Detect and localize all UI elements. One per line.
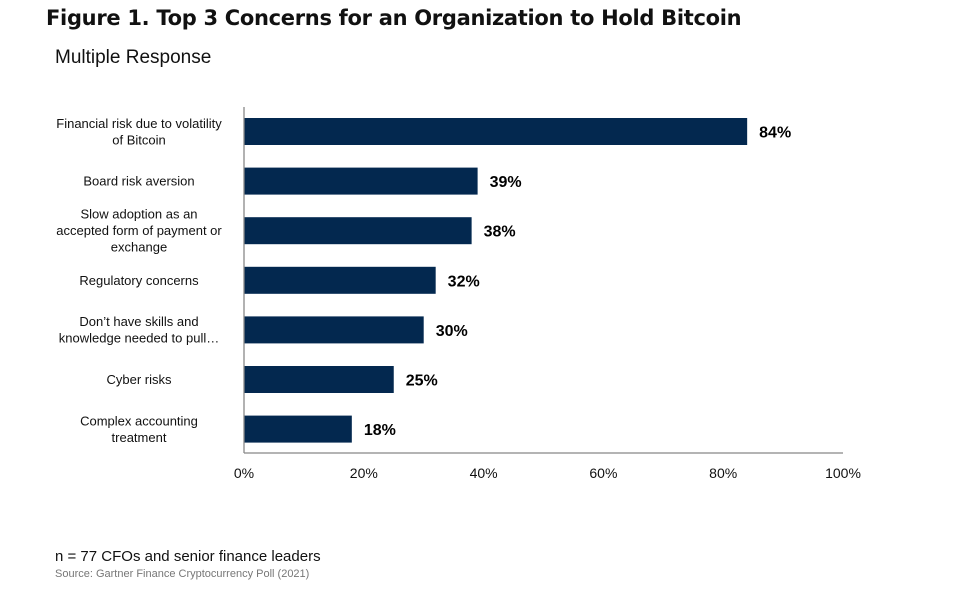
- bar: [244, 415, 352, 443]
- x-tick-label: 20%: [350, 465, 378, 481]
- value-label: 38%: [484, 224, 516, 241]
- x-tick-label: 100%: [825, 465, 861, 481]
- bar: [244, 316, 424, 344]
- category-label: Slow adoption as an: [80, 207, 197, 222]
- bar: [244, 266, 436, 294]
- category-label: Regulatory concerns: [79, 273, 199, 288]
- x-tick-label: 80%: [709, 465, 737, 481]
- bar: [244, 366, 394, 393]
- category-label: knowledge needed to pull…: [59, 331, 219, 346]
- value-label: 18%: [364, 422, 396, 439]
- chart-title: Figure 1. Top 3 Concerns for an Organiza…: [46, 6, 742, 30]
- category-label: treatment: [112, 430, 167, 445]
- value-label: 25%: [406, 373, 438, 390]
- value-label: 84%: [759, 125, 791, 142]
- category-label: Board risk aversion: [83, 174, 194, 189]
- category-label: accepted form of payment or: [56, 223, 222, 238]
- x-tick-label: 40%: [470, 465, 498, 481]
- category-label: Financial risk due to volatility: [56, 116, 222, 131]
- category-label: Don’t have skills and: [79, 314, 198, 329]
- category-label: exchange: [111, 240, 167, 255]
- x-tick-label: 0%: [234, 465, 254, 481]
- bar: [244, 167, 478, 195]
- chart-subtitle: Multiple Response: [55, 47, 212, 68]
- value-label: 39%: [490, 174, 522, 191]
- category-label: of Bitcoin: [112, 132, 165, 147]
- value-label: 32%: [448, 273, 480, 290]
- category-label: Cyber risks: [106, 372, 172, 387]
- bar: [244, 217, 472, 245]
- category-label: Complex accounting: [80, 413, 198, 428]
- source-note: Source: Gartner Finance Cryptocurrency P…: [55, 568, 310, 580]
- x-tick-label: 60%: [589, 465, 617, 481]
- bar: [244, 118, 748, 145]
- value-label: 30%: [436, 323, 468, 340]
- sample-note: n = 77 CFOs and senior finance leaders: [55, 548, 321, 565]
